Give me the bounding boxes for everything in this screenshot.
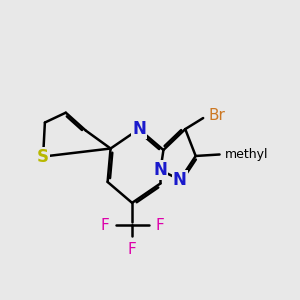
Text: N: N xyxy=(132,120,146,138)
Text: N: N xyxy=(154,161,167,179)
Text: S: S xyxy=(37,148,49,166)
Text: F: F xyxy=(128,242,136,257)
Text: F: F xyxy=(155,218,164,233)
Text: F: F xyxy=(100,218,109,233)
Text: Br: Br xyxy=(208,109,225,124)
Text: methyl: methyl xyxy=(225,148,268,161)
Text: N: N xyxy=(173,171,187,189)
